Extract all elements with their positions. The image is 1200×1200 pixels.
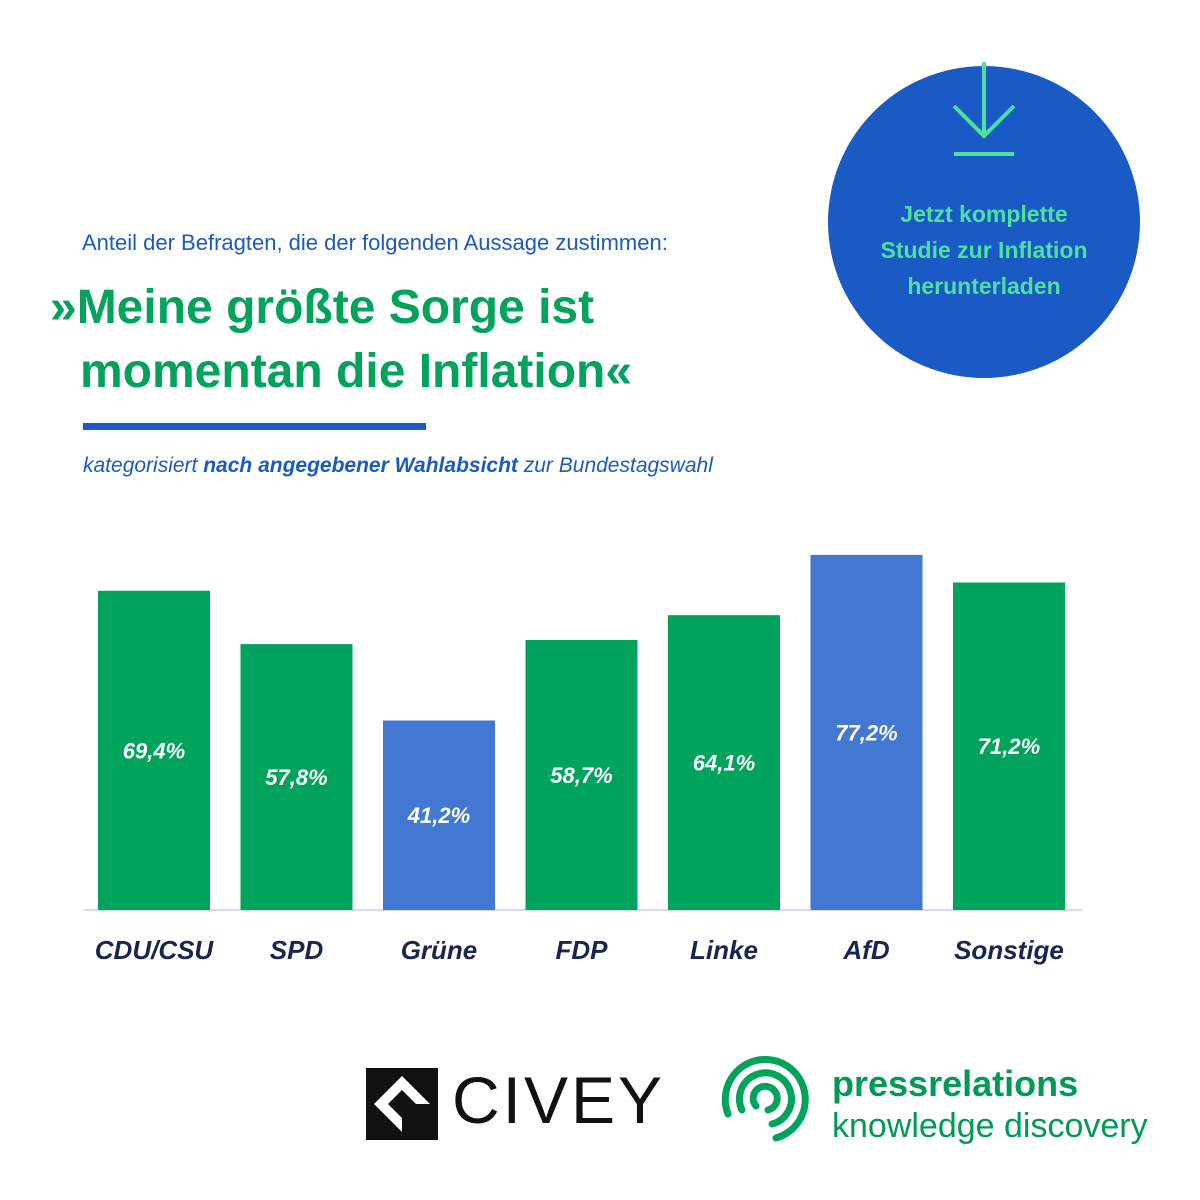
bar-gr-ne — [383, 720, 495, 910]
category-label: AfD — [842, 935, 889, 965]
bar-sonstige — [953, 582, 1065, 910]
bar-value-label: 58,7% — [550, 763, 612, 788]
category-label: Grüne — [401, 935, 478, 965]
category-label: SPD — [270, 935, 324, 965]
pressrelations-tagline: knowledge discovery — [832, 1107, 1148, 1145]
cta-line-1: Jetzt komplette — [900, 201, 1068, 227]
bar-fdp — [525, 639, 638, 910]
headline-line-1: »Meine größte Sorge ist — [50, 281, 595, 334]
subtitle-pre: kategorisiert — [83, 454, 204, 477]
civey-wordmark: CIVEY — [452, 1063, 666, 1137]
bar-value-label: 41,2% — [407, 803, 470, 828]
pressrelations-name: pressrelations — [832, 1063, 1079, 1104]
bar-spd — [240, 644, 353, 910]
subtitle-bold: nach angegebener Wahlabsicht — [203, 454, 518, 477]
chart-subtitle: kategorisiert nach angegebener Wahlabsic… — [83, 454, 713, 478]
survey-question: Anteil der Befragten, die der folgenden … — [82, 230, 668, 255]
bar-cdu-csu — [98, 590, 210, 910]
bar-value-label: 69,4% — [123, 738, 185, 763]
headline: »Meine größte Sorge ist momentan die Inf… — [50, 276, 632, 404]
bar-linke — [668, 615, 780, 910]
bar-value-label: 57,8% — [265, 765, 327, 790]
cta-line-2: Studie zur Inflation — [880, 237, 1088, 263]
cta-line-3: herunterladen — [907, 273, 1061, 299]
download-cta-text[interactable]: Jetzt komplette Studie zur Inflation her… — [848, 196, 1120, 304]
category-label: Linke — [690, 935, 758, 965]
bar-chart: 69,4% CDU/CSU 57,8% SPD 41,2% Grüne 58,7% FDP 64… — [84, 554, 1082, 965]
headline-line-2: momentan die Inflation« — [80, 345, 633, 398]
pressrelations-logo-icon — [721, 1055, 809, 1142]
category-label: CDU/CSU — [95, 935, 215, 965]
civey-logo-icon — [366, 1068, 438, 1140]
bar-value-label: 71,2% — [978, 734, 1040, 759]
bar-value-label: 77,2% — [835, 720, 897, 745]
bar-value-label: 64,1% — [693, 751, 755, 776]
category-label: Sonstige — [954, 935, 1064, 965]
subtitle-post: zur Bundestagswahl — [517, 454, 713, 477]
category-label: FDP — [556, 935, 609, 965]
bar-afd — [810, 554, 923, 910]
headline-divider — [83, 423, 426, 430]
download-arrow-icon[interactable] — [948, 60, 1020, 160]
